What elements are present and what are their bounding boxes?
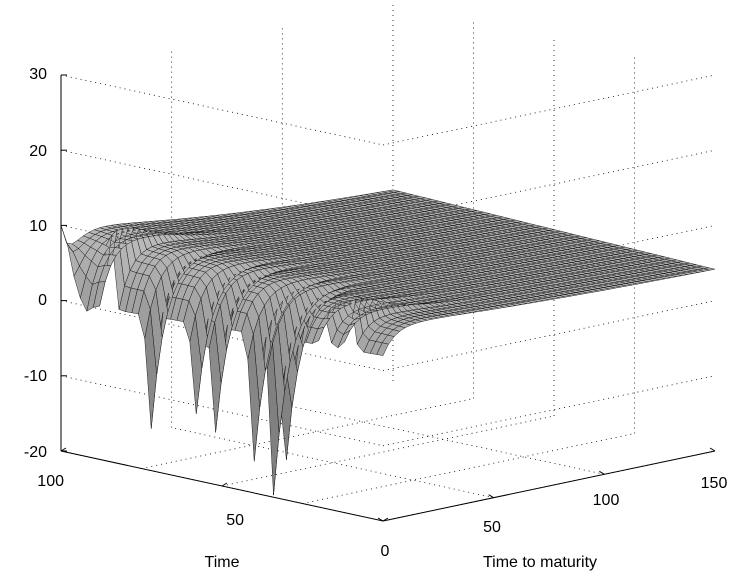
surface-mesh (60, 189, 716, 496)
surface-face (60, 225, 74, 253)
grid-line-z (60, 74, 384, 146)
grid-line-floor (302, 433, 635, 504)
axes-box (60, 74, 716, 522)
z-tick-10: 10 (29, 218, 47, 235)
x-tick-labels: 0 50 100 150 (381, 475, 728, 560)
x-axis-label: Time to maturity (483, 554, 597, 571)
maturity-tick-mark (377, 517, 384, 522)
y-axis-label: Time (205, 554, 240, 571)
grid-line-z (60, 375, 384, 447)
y-tick-50: 50 (226, 512, 244, 529)
maturity-tick-mark (488, 494, 494, 499)
grid-line-z (382, 74, 716, 146)
z-tick-0: 0 (38, 292, 47, 309)
grid-line-floor (282, 403, 605, 475)
maturity-axis-line (382, 450, 716, 522)
grid-line-floor (171, 427, 494, 499)
z-tick-labels: 30 20 10 0 -10 -20 (24, 66, 47, 461)
time-tick-mark (60, 447, 67, 452)
maturity-tick-mark (599, 470, 605, 475)
grid-line-z (382, 375, 716, 447)
x-tick-100: 100 (593, 492, 620, 509)
time-tick-mark (221, 482, 228, 487)
z-tick-30: 30 (29, 66, 47, 83)
y-tick-labels: 100 50 (37, 473, 244, 529)
z-tick-20: 20 (29, 143, 47, 160)
grid-line-floor (141, 398, 474, 469)
time-tick-mark (382, 517, 389, 522)
maturity-tick-mark (709, 447, 716, 452)
z-tick-minus-10: -10 (24, 368, 47, 385)
z-tick-minus-20: -20 (24, 444, 47, 461)
x-tick-50: 50 (483, 519, 501, 536)
x-tick-0: 0 (381, 543, 390, 560)
x-tick-150: 150 (701, 475, 728, 492)
y-tick-100: 100 (37, 473, 64, 490)
